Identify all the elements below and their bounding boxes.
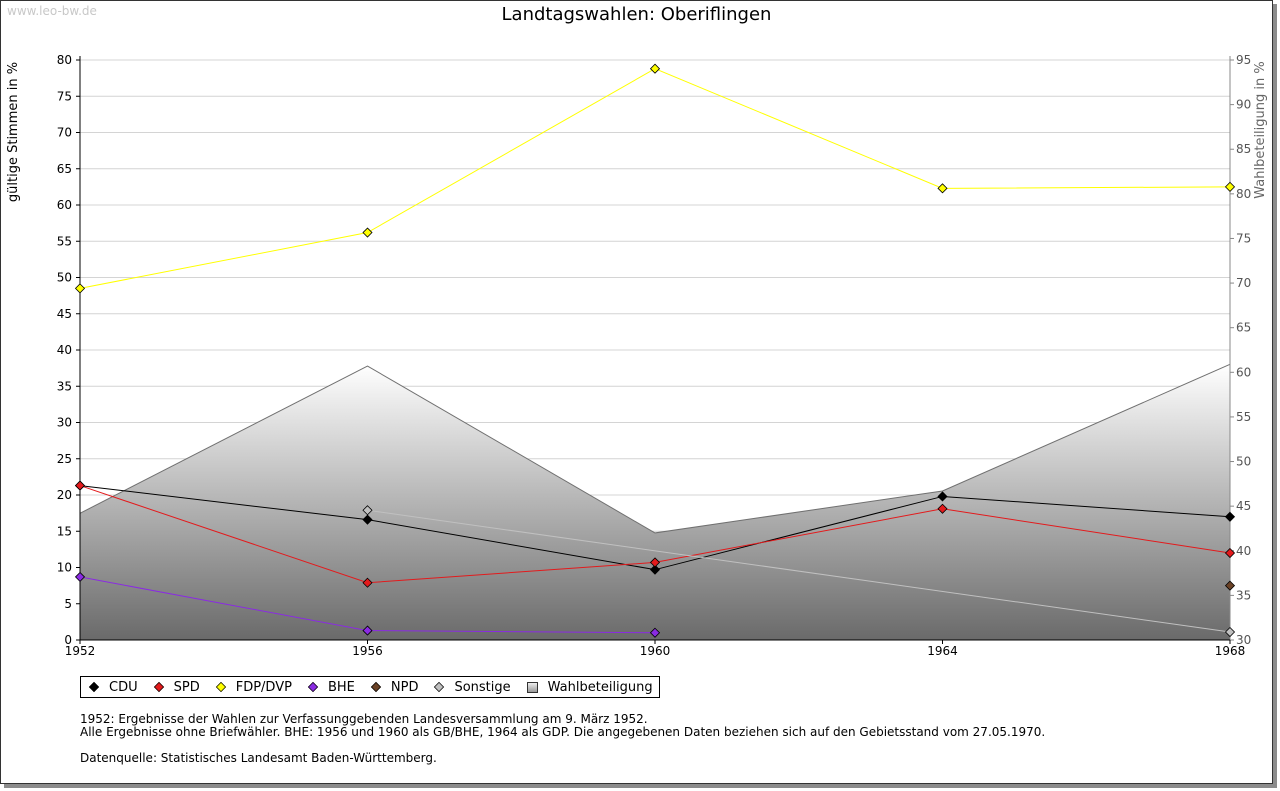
y2-tick-label: 80 (1236, 187, 1251, 201)
data-point-sonstige (362, 505, 373, 516)
diamond-icon (88, 681, 100, 693)
y-tick-label: 35 (57, 379, 72, 393)
legend-label: NPD (390, 679, 419, 695)
legend-label: Sonstige (454, 679, 511, 695)
x-tick-label: 1964 (927, 644, 958, 658)
y-tick-label: 25 (57, 452, 72, 466)
data-point-bhe (74, 571, 86, 582)
legend-item-spd: SPD (153, 679, 200, 695)
data-point-spd (362, 577, 373, 588)
legend-item-fdp: FDP/DVP (215, 679, 292, 695)
y-tick-label: 80 (57, 53, 72, 67)
y-tick-label: 60 (57, 198, 72, 212)
y-tick-label: 15 (57, 524, 72, 538)
data-point-spd (649, 557, 661, 568)
y2-tick-label: 70 (1236, 276, 1251, 290)
legend-label: BHE (327, 679, 355, 695)
diamond-icon (307, 681, 319, 693)
legend-item-wahlbeteiligung: Wahlbeteiligung (526, 679, 653, 695)
turnout-area (80, 364, 1230, 640)
legend-label: Wahlbeteiligung (547, 679, 653, 695)
y2-tick-label: 85 (1236, 142, 1251, 156)
y-tick-label: 55 (57, 234, 72, 248)
data-point-spd (937, 503, 948, 514)
y2-tick-label: 35 (1236, 588, 1251, 602)
data-point-sonstige (1224, 626, 1236, 638)
y-tick-label: 40 (57, 343, 72, 357)
y-tick-label: 50 (57, 271, 72, 285)
data-point-cdu (649, 564, 661, 575)
y-tick-label: 30 (57, 416, 72, 430)
square-icon (526, 681, 538, 693)
y2-tick-label: 95 (1236, 53, 1251, 67)
data-point-fdpdvp (1224, 181, 1236, 192)
y2-tick-label: 45 (1236, 499, 1251, 513)
note-line: Alle Ergebnisse ohne Briefwähler. BHE: 1… (80, 725, 1046, 739)
y2-tick-label: 40 (1236, 544, 1251, 558)
y2-tick-label: 55 (1236, 410, 1251, 424)
x-tick-label: 1968 (1215, 644, 1246, 658)
chart-legend: CDU SPD FDP/DVP BHE NPD Sonstige Wahlbet… (80, 676, 660, 698)
data-point-bhe (362, 625, 373, 636)
data-point-cdu (937, 491, 948, 502)
y-tick-label: 70 (57, 126, 72, 140)
x-tick-label: 1956 (352, 644, 383, 658)
legend-label: FDP/DVP (235, 679, 292, 695)
y2-tick-label: 50 (1236, 455, 1251, 469)
y-tick-label: 5 (64, 597, 72, 611)
legend-label: SPD (173, 679, 200, 695)
y2-tick-label: 60 (1236, 365, 1251, 379)
note-line: Datenquelle: Statistisches Landesamt Bad… (80, 751, 437, 765)
legend-item-sonstige: Sonstige (434, 679, 511, 695)
data-point-spd (1224, 547, 1236, 559)
data-point-fdpdvp (649, 63, 661, 74)
legend-item-cdu: CDU (88, 679, 138, 695)
legend-item-npd: NPD (370, 679, 419, 695)
data-point-bhe (649, 627, 661, 638)
watermark: www.leo-bw.de (7, 4, 97, 18)
series-line-fdpdvp (79, 68, 1231, 289)
y2-tick-label: 65 (1236, 321, 1251, 335)
chart-notes: 1952: Ergebnisse der Wahlen zur Verfassu… (80, 713, 1045, 765)
series-line-sonstige (367, 509, 1231, 633)
y2-tick-label: 90 (1236, 98, 1251, 112)
turnout-line (79, 363, 1231, 534)
y-tick-label: 65 (57, 162, 72, 176)
y-tick-label: 75 (57, 89, 72, 103)
x-tick-label: 1952 (65, 644, 96, 658)
chart-title: Landtagswahlen: Oberiflingen (501, 4, 772, 25)
y-tick-label: 45 (57, 307, 72, 321)
y2-tick-label: 75 (1236, 231, 1251, 245)
legend-label: CDU (109, 679, 138, 695)
y-tick-label: 10 (57, 561, 72, 575)
note-line: 1952: Ergebnisse der Wahlen zur Verfassu… (80, 712, 648, 726)
y-tick-label: 20 (57, 488, 72, 502)
data-point-cdu (362, 514, 373, 525)
legend-item-bhe: BHE (307, 679, 355, 695)
y-axis-title: gültige Stimmen in % (6, 62, 21, 202)
diamond-icon (434, 681, 445, 693)
chart-plot: 0 5 10 15 20 25 30 35 40 45 50 55 60 65 70 75 80 30 35 40 45… (6, 53, 1268, 658)
y2-tick-label: 30 (1236, 633, 1251, 647)
data-point-npd (1224, 580, 1236, 591)
x-tick-label: 1960 (640, 644, 671, 658)
diamond-icon (215, 681, 226, 693)
diamond-icon (370, 681, 381, 693)
data-point-spd (74, 480, 86, 491)
data-point-fdpdvp (362, 227, 373, 238)
y-tick-label: 0 (64, 633, 72, 647)
y2-axis-title: Wahlbeteiligung in % (1253, 61, 1268, 198)
data-point-fdpdvp (937, 183, 948, 194)
diamond-icon (153, 681, 164, 693)
data-point-cdu (1224, 511, 1236, 522)
data-point-fdpdvp (74, 283, 86, 294)
